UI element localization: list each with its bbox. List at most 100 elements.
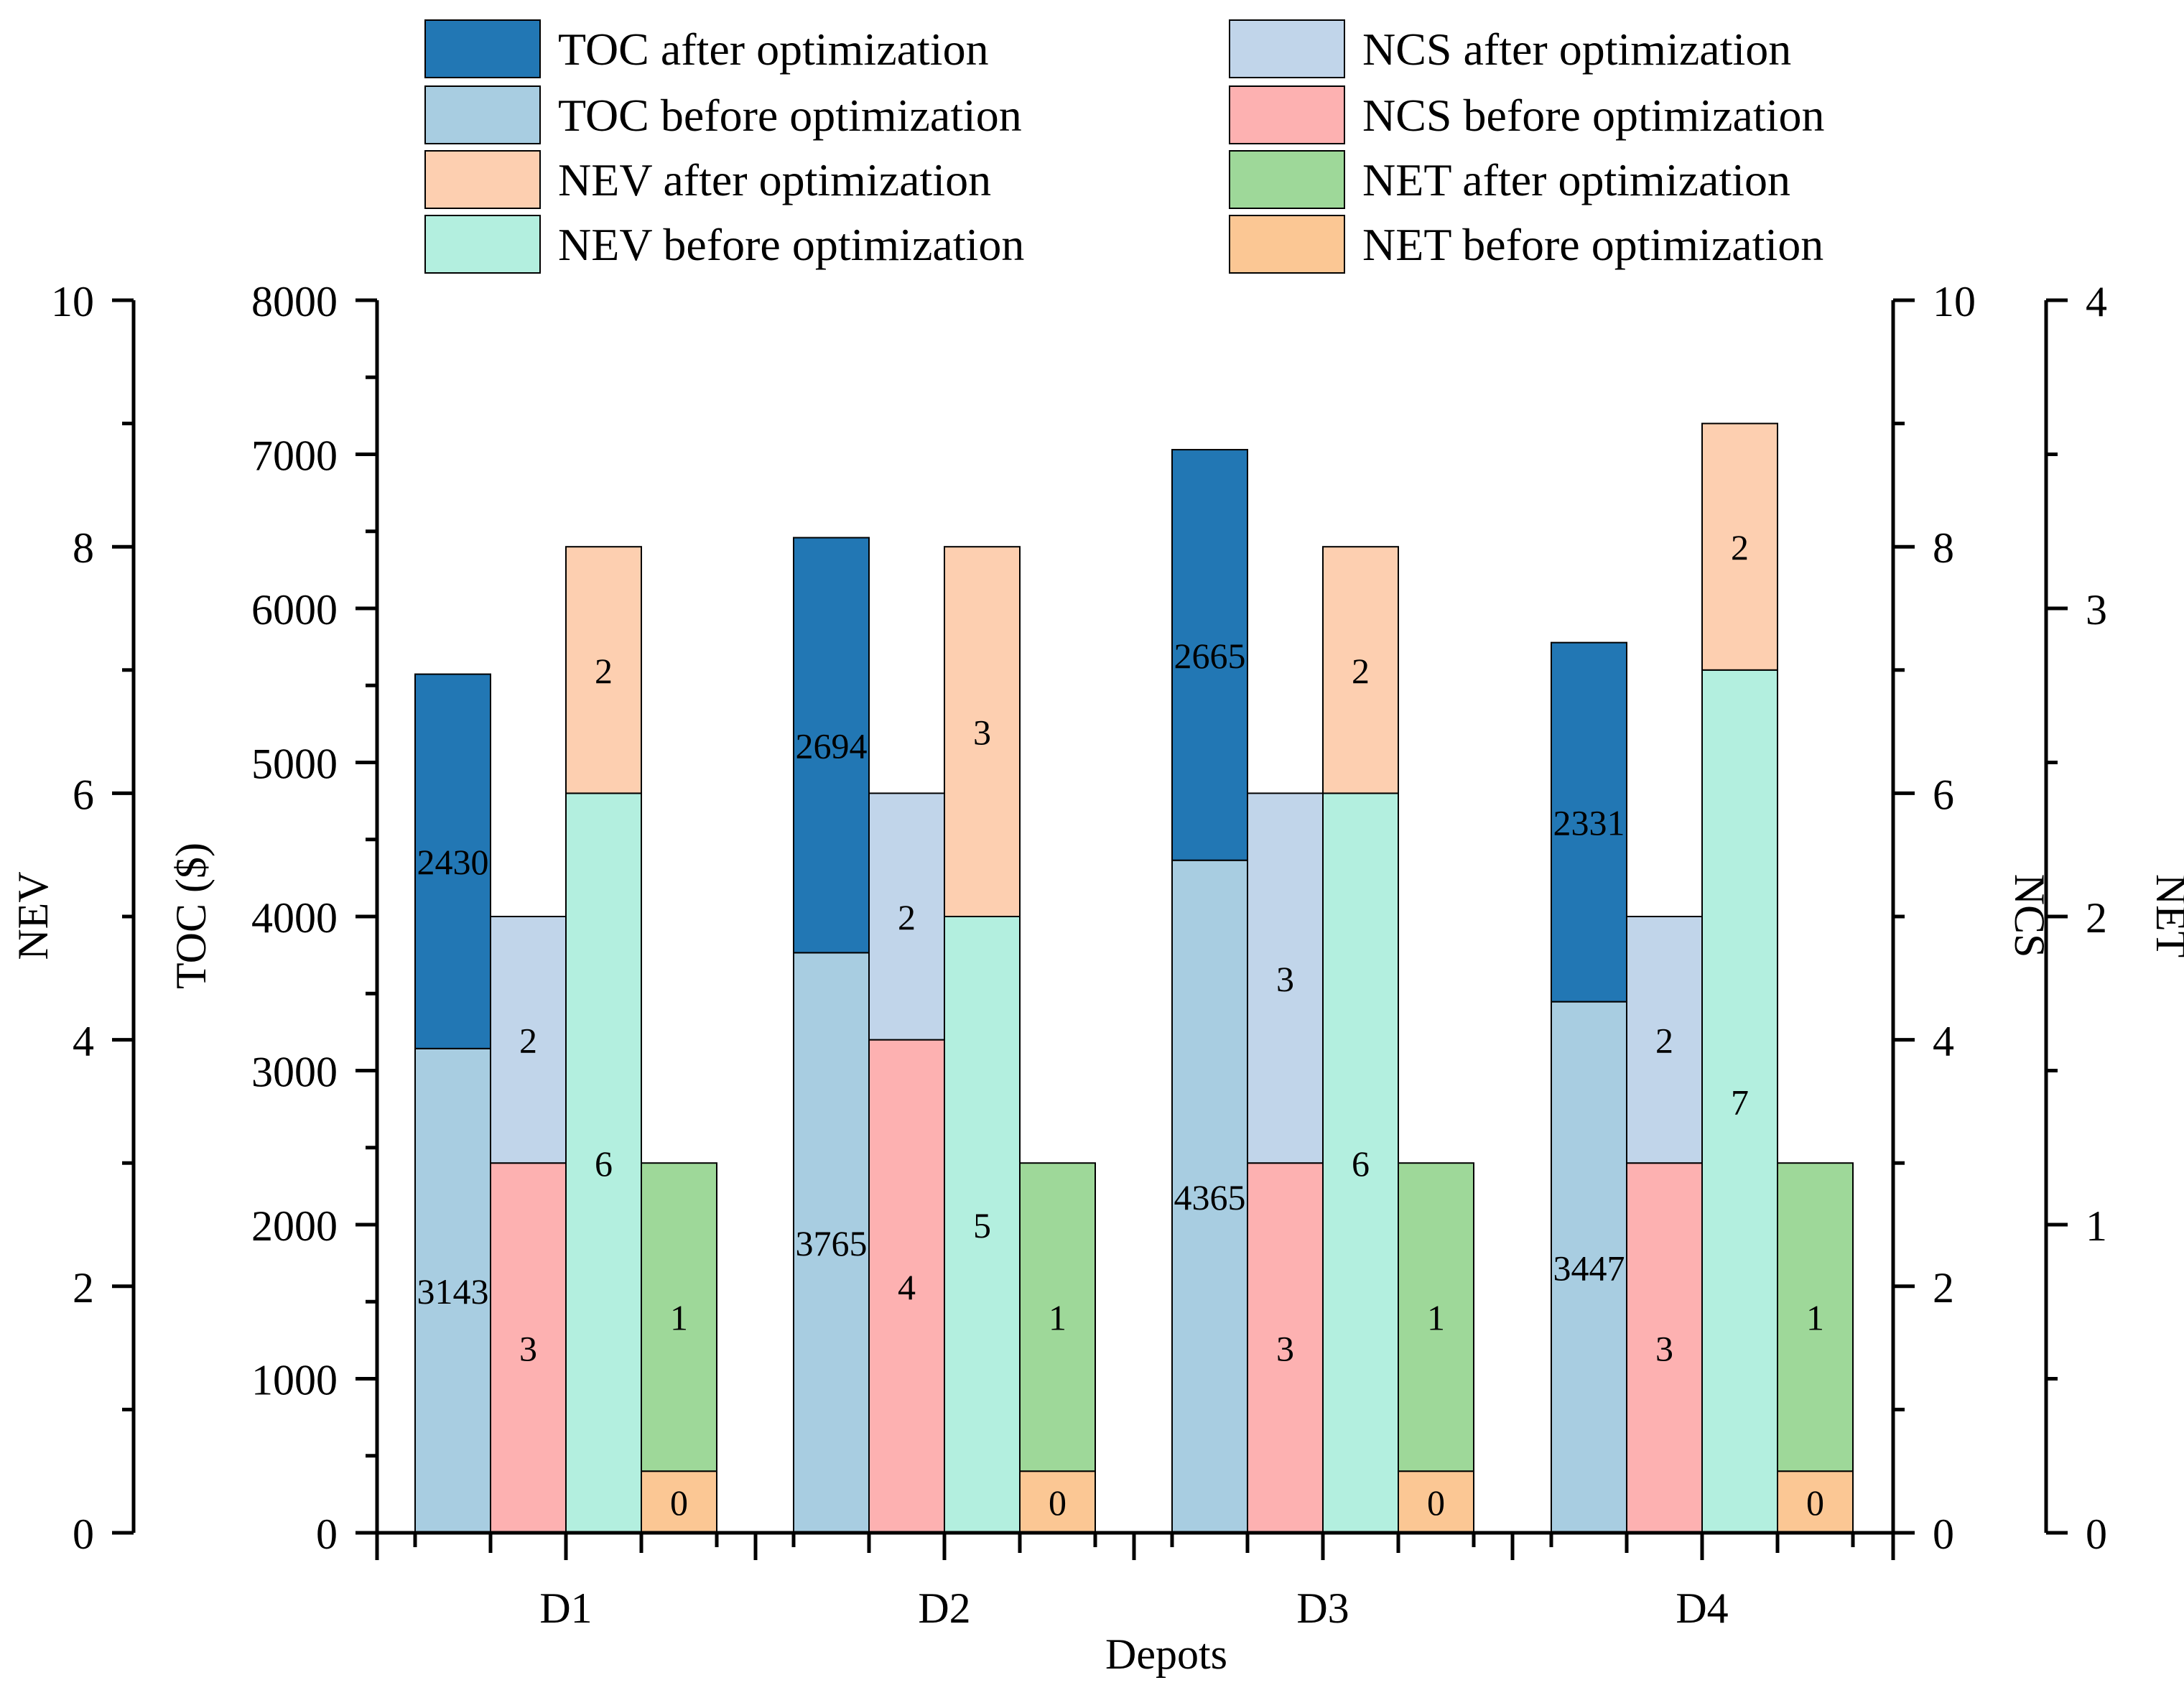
data-label-nev-before-optimization-d2: 5	[973, 1205, 991, 1245]
data-label-toc-before-optimization-d2: 3765	[796, 1223, 868, 1263]
bar-nev-before-optimization-d4	[1701, 669, 1778, 1534]
data-label-ncs-before-optimization-d3: 3	[1276, 1329, 1294, 1369]
bar-ncs-before-optimization-d4	[1626, 1162, 1703, 1534]
y-tick-label-toc: 5000	[251, 741, 338, 788]
legend-label-toc-after-optimization: TOC after optimization	[558, 24, 989, 75]
data-label-net-after-optimization-d1: 1	[670, 1298, 688, 1338]
y-tick-label-nev: 4	[73, 1018, 94, 1065]
bar-toc-before-optimization-d3	[1171, 859, 1248, 1534]
y-tick-label-net: 3	[2086, 586, 2107, 634]
bar-ncs-after-optimization-d2	[868, 792, 945, 1041]
y-tick-label-ncs: 4	[1933, 1018, 1954, 1065]
y-tick-label-net: 1	[2086, 1202, 2107, 1250]
bar-nev-after-optimization-d2	[944, 546, 1021, 917]
data-label-ncs-after-optimization-d2: 2	[898, 897, 916, 937]
axes: Depots NEV TOC ($) NCS NET 0246810010002…	[9, 278, 2184, 1678]
y-tick-label-toc: 2000	[251, 1202, 338, 1250]
bar-net-after-optimization-d2	[1019, 1162, 1096, 1472]
y-axis-label-net: NET	[2147, 874, 2184, 958]
bar-toc-before-optimization-d1	[414, 1047, 491, 1534]
y-tick-label-net: 0	[2086, 1511, 2107, 1558]
legend-swatch-nev-before-optimization	[424, 215, 541, 274]
bar-net-after-optimization-d4	[1777, 1162, 1854, 1472]
y-tick-label-net: 2	[2086, 894, 2107, 942]
data-label-net-after-optimization-d2: 1	[1049, 1298, 1067, 1338]
y-tick-label-toc: 1000	[251, 1357, 338, 1404]
data-label-net-before-optimization-d3: 0	[1427, 1483, 1445, 1523]
data-label-ncs-after-optimization-d1: 2	[519, 1021, 537, 1061]
bar-net-before-optimization-d3	[1398, 1470, 1474, 1534]
bar-ncs-before-optimization-d3	[1247, 1162, 1324, 1534]
bar-nev-before-optimization-d1	[565, 792, 642, 1534]
bar-ncs-after-optimization-d4	[1626, 916, 1703, 1164]
y-tick-label-nev: 0	[73, 1511, 94, 1558]
y-tick-label-net: 4	[2086, 278, 2107, 325]
legend-swatch-ncs-after-optimization	[1229, 19, 1345, 78]
bars: 3143243037652694436526653447233132423332…	[414, 422, 1854, 1534]
y-tick-label-toc: 0	[316, 1511, 338, 1558]
data-label-net-before-optimization-d4: 0	[1806, 1483, 1824, 1523]
data-label-nev-after-optimization-d4: 2	[1731, 527, 1749, 567]
legend-label-net-after-optimization: NET after optimization	[1362, 154, 1790, 205]
x-tick-label-d3: D3	[1296, 1585, 1349, 1632]
data-label-ncs-before-optimization-d1: 3	[519, 1329, 537, 1369]
y-tick-label-nev: 10	[51, 278, 94, 325]
bar-toc-after-optimization-d2	[793, 537, 870, 954]
legend-swatch-toc-after-optimization	[424, 19, 541, 78]
data-label-nev-before-optimization-d4: 7	[1731, 1082, 1749, 1122]
y-tick-label-ncs: 2	[1933, 1264, 1954, 1312]
data-label-toc-after-optimization-d1: 2430	[417, 842, 489, 882]
data-label-toc-after-optimization-d4: 2331	[1553, 803, 1625, 843]
y-tick-label-toc: 8000	[251, 278, 338, 325]
legend-swatch-net-after-optimization	[1229, 150, 1345, 209]
bar-net-before-optimization-d2	[1019, 1470, 1096, 1534]
data-label-toc-after-optimization-d3: 2665	[1174, 636, 1246, 676]
y-tick-label-nev: 8	[73, 524, 94, 572]
y-tick-label-nev: 6	[73, 771, 94, 818]
y-tick-label-nev: 2	[73, 1264, 94, 1312]
bar-toc-after-optimization-d1	[414, 673, 491, 1049]
legend-label-ncs-after-optimization: NCS after optimization	[1362, 24, 1791, 75]
bar-nev-after-optimization-d4	[1701, 422, 1778, 671]
y-tick-label-toc: 6000	[251, 586, 338, 634]
legend-swatch-net-before-optimization	[1229, 215, 1345, 274]
legend-label-net-before-optimization: NET before optimization	[1362, 219, 1823, 270]
y-tick-label-ncs: 10	[1933, 278, 1976, 325]
bar-toc-after-optimization-d3	[1171, 449, 1248, 861]
data-label-nev-before-optimization-d1: 6	[595, 1143, 613, 1184]
data-label-nev-after-optimization-d3: 2	[1352, 651, 1370, 691]
legend-swatch-toc-before-optimization	[424, 85, 541, 144]
bar-net-after-optimization-d1	[641, 1162, 717, 1472]
data-label-nev-after-optimization-d1: 2	[595, 651, 613, 691]
bar-toc-after-optimization-d4	[1551, 641, 1627, 1003]
y-tick-label-ncs: 0	[1933, 1511, 1954, 1558]
bar-net-after-optimization-d3	[1398, 1162, 1474, 1472]
data-label-net-after-optimization-d3: 1	[1427, 1298, 1445, 1338]
data-label-nev-before-optimization-d3: 6	[1352, 1143, 1370, 1184]
y-axis-label-nev: NEV	[9, 871, 57, 960]
bar-nev-before-optimization-d2	[944, 916, 1021, 1534]
y-tick-label-ncs: 8	[1933, 524, 1954, 572]
data-label-ncs-after-optimization-d3: 3	[1276, 959, 1294, 999]
x-tick-label-d2: D2	[918, 1585, 970, 1632]
y-tick-label-ncs: 6	[1933, 771, 1954, 818]
data-label-ncs-after-optimization-d4: 2	[1655, 1021, 1673, 1061]
bar-ncs-after-optimization-d1	[490, 916, 567, 1164]
legend-swatch-ncs-before-optimization	[1229, 85, 1345, 144]
legend-label-ncs-before-optimization: NCS before optimization	[1362, 90, 1824, 141]
legend-label-nev-before-optimization: NEV before optimization	[558, 219, 1024, 270]
legend-label-nev-after-optimization: NEV after optimization	[558, 154, 991, 205]
legend-label-toc-before-optimization: TOC before optimization	[558, 90, 1022, 141]
bar-nev-after-optimization-d1	[565, 546, 642, 794]
data-label-toc-before-optimization-d4: 3447	[1553, 1248, 1625, 1288]
data-label-ncs-before-optimization-d2: 4	[898, 1267, 916, 1307]
y-tick-label-toc: 3000	[251, 1049, 338, 1096]
data-label-net-before-optimization-d2: 0	[1049, 1483, 1067, 1523]
x-tick-label-d4: D4	[1676, 1585, 1728, 1632]
x-axis-label: Depots	[1105, 1630, 1227, 1678]
y-axis-label-toc: TOC ($)	[167, 843, 215, 989]
data-label-toc-before-optimization-d1: 3143	[417, 1271, 489, 1312]
data-label-net-after-optimization-d4: 1	[1806, 1298, 1824, 1338]
x-tick-label-d1: D1	[539, 1585, 592, 1632]
